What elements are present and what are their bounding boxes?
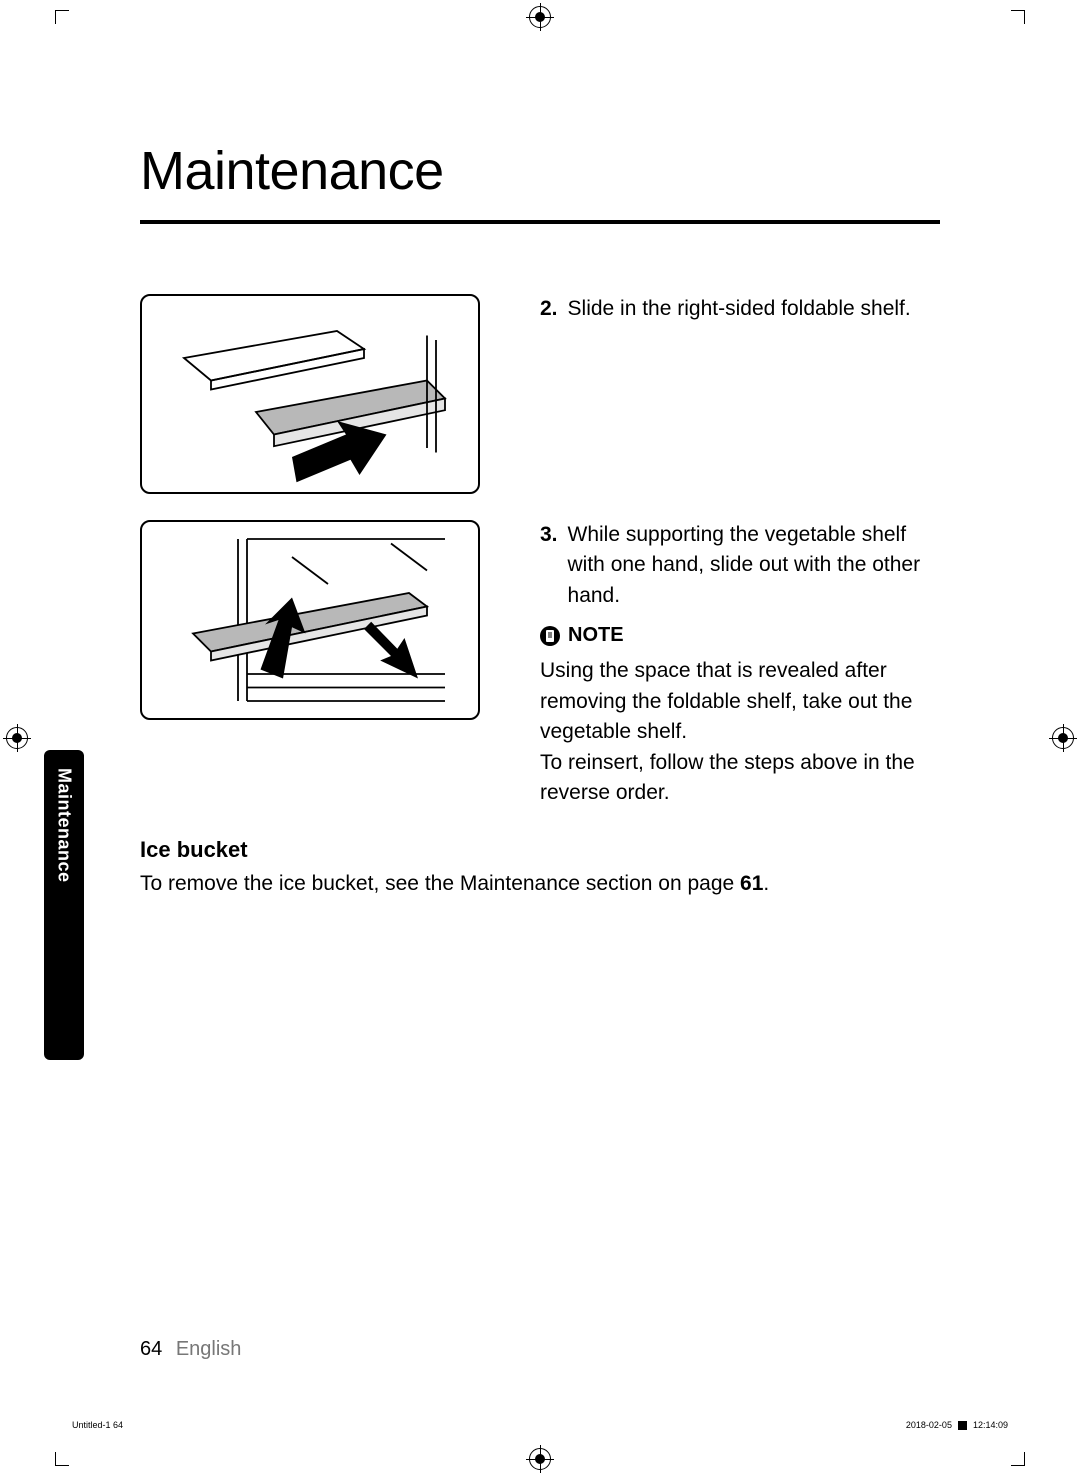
figure-shelf-slide xyxy=(140,294,480,494)
crop-mark xyxy=(55,10,69,24)
subheading-ice-bucket: Ice bucket xyxy=(140,837,940,863)
note-icon xyxy=(540,626,560,646)
section-tab-label: Maintenance xyxy=(54,768,75,883)
registration-mark-top xyxy=(529,6,551,28)
print-meta-left: Untitled-1 64 xyxy=(72,1420,123,1430)
registration-mark-left xyxy=(6,727,28,749)
note-text: To reinsert, follow the steps above in t… xyxy=(540,748,940,809)
step-row: 3. While supporting the vegetable shelf … xyxy=(140,520,940,809)
print-date: 2018-02-05 xyxy=(906,1420,952,1430)
page-language: English xyxy=(176,1338,242,1360)
print-time: 12:14:09 xyxy=(973,1420,1008,1430)
body-span: To remove the ice bucket, see the Mainte… xyxy=(140,872,740,895)
step-text: Slide in the right-sided foldable shelf. xyxy=(568,294,911,324)
crop-mark xyxy=(1011,10,1025,24)
registration-mark-bottom xyxy=(529,1448,551,1470)
step-number: 3. xyxy=(540,520,558,611)
body-span: . xyxy=(763,872,769,895)
crop-mark xyxy=(1011,1452,1025,1466)
page-number: 64 xyxy=(140,1338,162,1360)
print-square-icon xyxy=(958,1421,967,1430)
step-row: 2. Slide in the right-sided foldable she… xyxy=(140,294,940,494)
figure-vegetable-shelf xyxy=(140,520,480,720)
note-label: NOTE xyxy=(568,621,624,650)
print-meta-right: 2018-02-05 12:14:09 xyxy=(906,1420,1008,1430)
page-content: Maintenance 2. Slide in the right-sided … xyxy=(140,140,940,1366)
crop-mark xyxy=(55,1452,69,1466)
step-text: While supporting the vegetable shelf wit… xyxy=(568,520,940,611)
registration-mark-right xyxy=(1052,727,1074,749)
note-text: Using the space that is revealed after r… xyxy=(540,656,940,747)
page-title: Maintenance xyxy=(140,140,940,224)
body-text: To remove the ice bucket, see the Mainte… xyxy=(140,869,940,899)
step-text-col: 3. While supporting the vegetable shelf … xyxy=(540,520,940,809)
step-text-col: 2. Slide in the right-sided foldable she… xyxy=(540,294,940,494)
note-heading: NOTE xyxy=(540,621,940,650)
section-tab: Maintenance xyxy=(44,750,84,1060)
page-ref: 61 xyxy=(740,872,763,895)
page-footer: 64 English xyxy=(140,1338,241,1361)
step-number: 2. xyxy=(540,294,558,324)
